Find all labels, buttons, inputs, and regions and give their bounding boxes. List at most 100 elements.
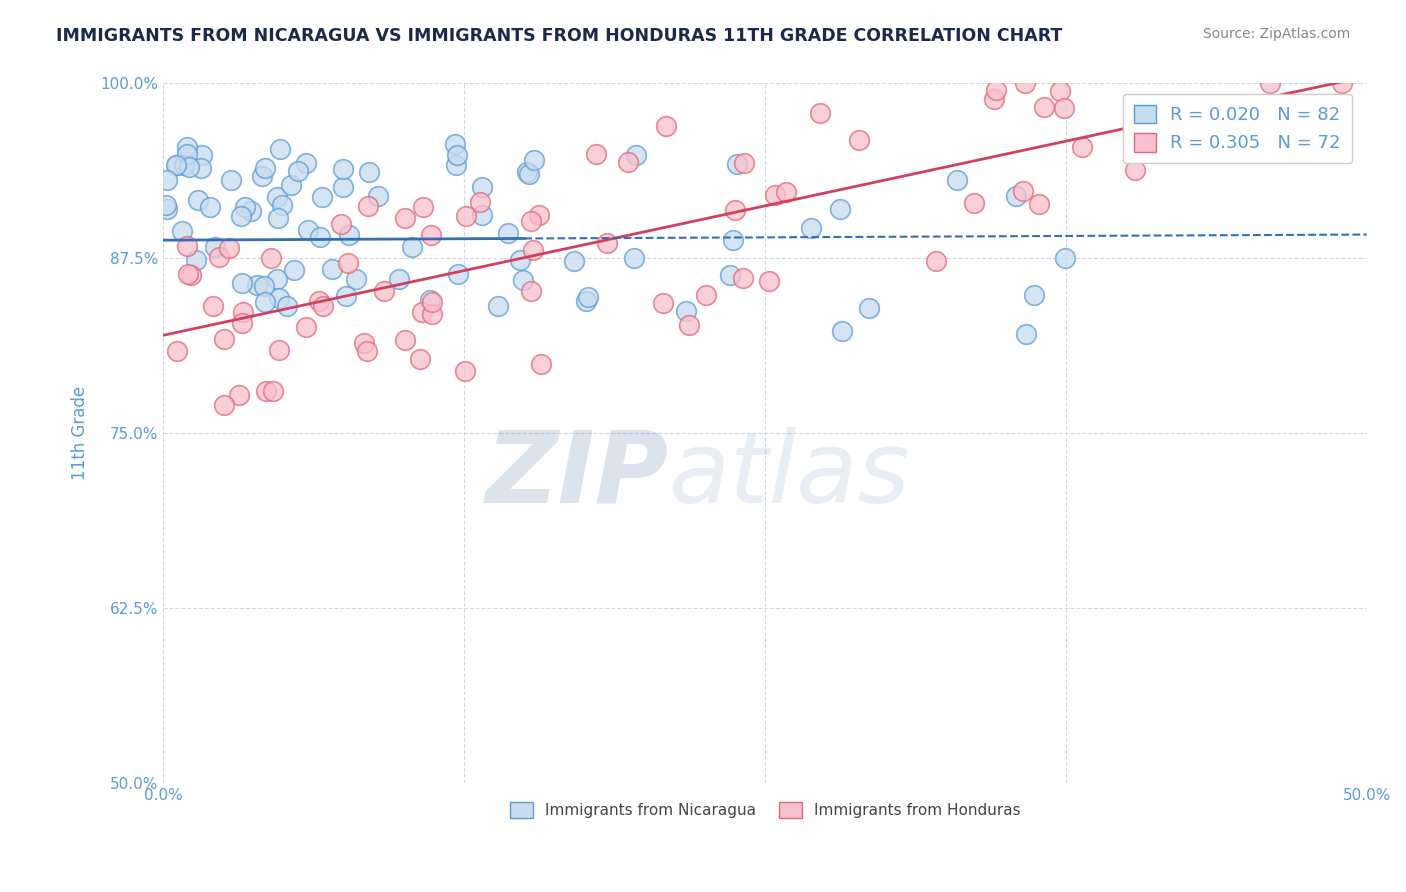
- Point: [1053, 101, 1076, 115]
- Point: [165, 157, 187, 171]
- Point: [596, 235, 619, 250]
- Point: [232, 304, 254, 318]
- Point: [624, 147, 647, 161]
- Point: [276, 299, 298, 313]
- Point: [1004, 189, 1026, 203]
- Text: Source: ZipAtlas.com: Source: ZipAtlas.com: [1202, 27, 1350, 41]
- Point: [259, 252, 281, 266]
- Point: [444, 136, 467, 151]
- Point: [471, 208, 494, 222]
- Y-axis label: 11th Grade: 11th Grade: [72, 386, 89, 480]
- Point: [269, 142, 291, 156]
- Point: [828, 202, 851, 216]
- Point: [1028, 197, 1050, 211]
- Point: [925, 254, 948, 268]
- Point: [308, 229, 330, 244]
- Point: [1011, 185, 1033, 199]
- Point: [311, 299, 333, 313]
- Point: [187, 193, 209, 207]
- Point: [357, 199, 380, 213]
- Point: [184, 253, 207, 268]
- Point: [1294, 142, 1316, 156]
- Point: [283, 262, 305, 277]
- Point: [231, 276, 253, 290]
- Point: [240, 203, 263, 218]
- Point: [409, 351, 432, 366]
- Point: [388, 272, 411, 286]
- Point: [468, 194, 491, 209]
- Point: [280, 178, 302, 192]
- Point: [1070, 139, 1092, 153]
- Point: [721, 233, 744, 247]
- Point: [1014, 77, 1036, 91]
- Point: [412, 200, 434, 214]
- Point: [297, 222, 319, 236]
- Point: [617, 155, 640, 169]
- Point: [456, 209, 478, 223]
- Point: [516, 164, 538, 178]
- Point: [984, 83, 1007, 97]
- Point: [446, 147, 468, 161]
- Point: [176, 140, 198, 154]
- Point: [332, 180, 354, 194]
- Point: [262, 384, 284, 398]
- Point: [655, 119, 678, 133]
- Text: IMMIGRANTS FROM NICARAGUA VS IMMIGRANTS FROM HONDURAS 11TH GRADE CORRELATION CHA: IMMIGRANTS FROM NICARAGUA VS IMMIGRANTS …: [56, 27, 1063, 45]
- Text: atlas: atlas: [669, 426, 910, 524]
- Point: [585, 147, 607, 161]
- Point: [170, 223, 193, 237]
- Point: [321, 261, 343, 276]
- Point: [1184, 107, 1206, 121]
- Point: [173, 158, 195, 172]
- Point: [356, 344, 378, 359]
- Legend: Immigrants from Nicaragua, Immigrants from Honduras: Immigrants from Nicaragua, Immigrants fr…: [503, 797, 1026, 824]
- Point: [252, 169, 274, 183]
- Point: [177, 267, 200, 281]
- Point: [218, 241, 240, 255]
- Point: [295, 156, 318, 170]
- Point: [718, 268, 741, 282]
- Point: [200, 200, 222, 214]
- Point: [758, 274, 780, 288]
- Point: [336, 256, 359, 270]
- Point: [488, 299, 510, 313]
- Point: [271, 198, 294, 212]
- Point: [1054, 252, 1077, 266]
- Point: [420, 227, 443, 242]
- Point: [190, 161, 212, 175]
- Point: [156, 202, 179, 216]
- Point: [520, 285, 543, 299]
- Point: [367, 188, 389, 202]
- Point: [1258, 77, 1281, 91]
- Point: [530, 357, 553, 371]
- Point: [156, 173, 179, 187]
- Point: [335, 288, 357, 302]
- Point: [509, 253, 531, 268]
- Point: [219, 172, 242, 186]
- Point: [254, 161, 277, 176]
- Text: ZIP: ZIP: [485, 426, 669, 524]
- Point: [353, 336, 375, 351]
- Point: [512, 273, 534, 287]
- Point: [166, 343, 188, 358]
- Point: [394, 211, 416, 226]
- Point: [858, 301, 880, 315]
- Point: [724, 202, 747, 217]
- Point: [420, 295, 443, 310]
- Point: [229, 210, 252, 224]
- Point: [266, 190, 288, 204]
- Point: [191, 148, 214, 162]
- Point: [332, 162, 354, 177]
- Point: [267, 291, 290, 305]
- Point: [411, 305, 433, 319]
- Point: [946, 172, 969, 186]
- Point: [308, 293, 330, 308]
- Point: [454, 364, 477, 378]
- Point: [311, 189, 333, 203]
- Point: [983, 92, 1005, 106]
- Point: [155, 198, 177, 212]
- Point: [725, 157, 748, 171]
- Point: [775, 186, 797, 200]
- Point: [522, 244, 544, 258]
- Point: [176, 239, 198, 253]
